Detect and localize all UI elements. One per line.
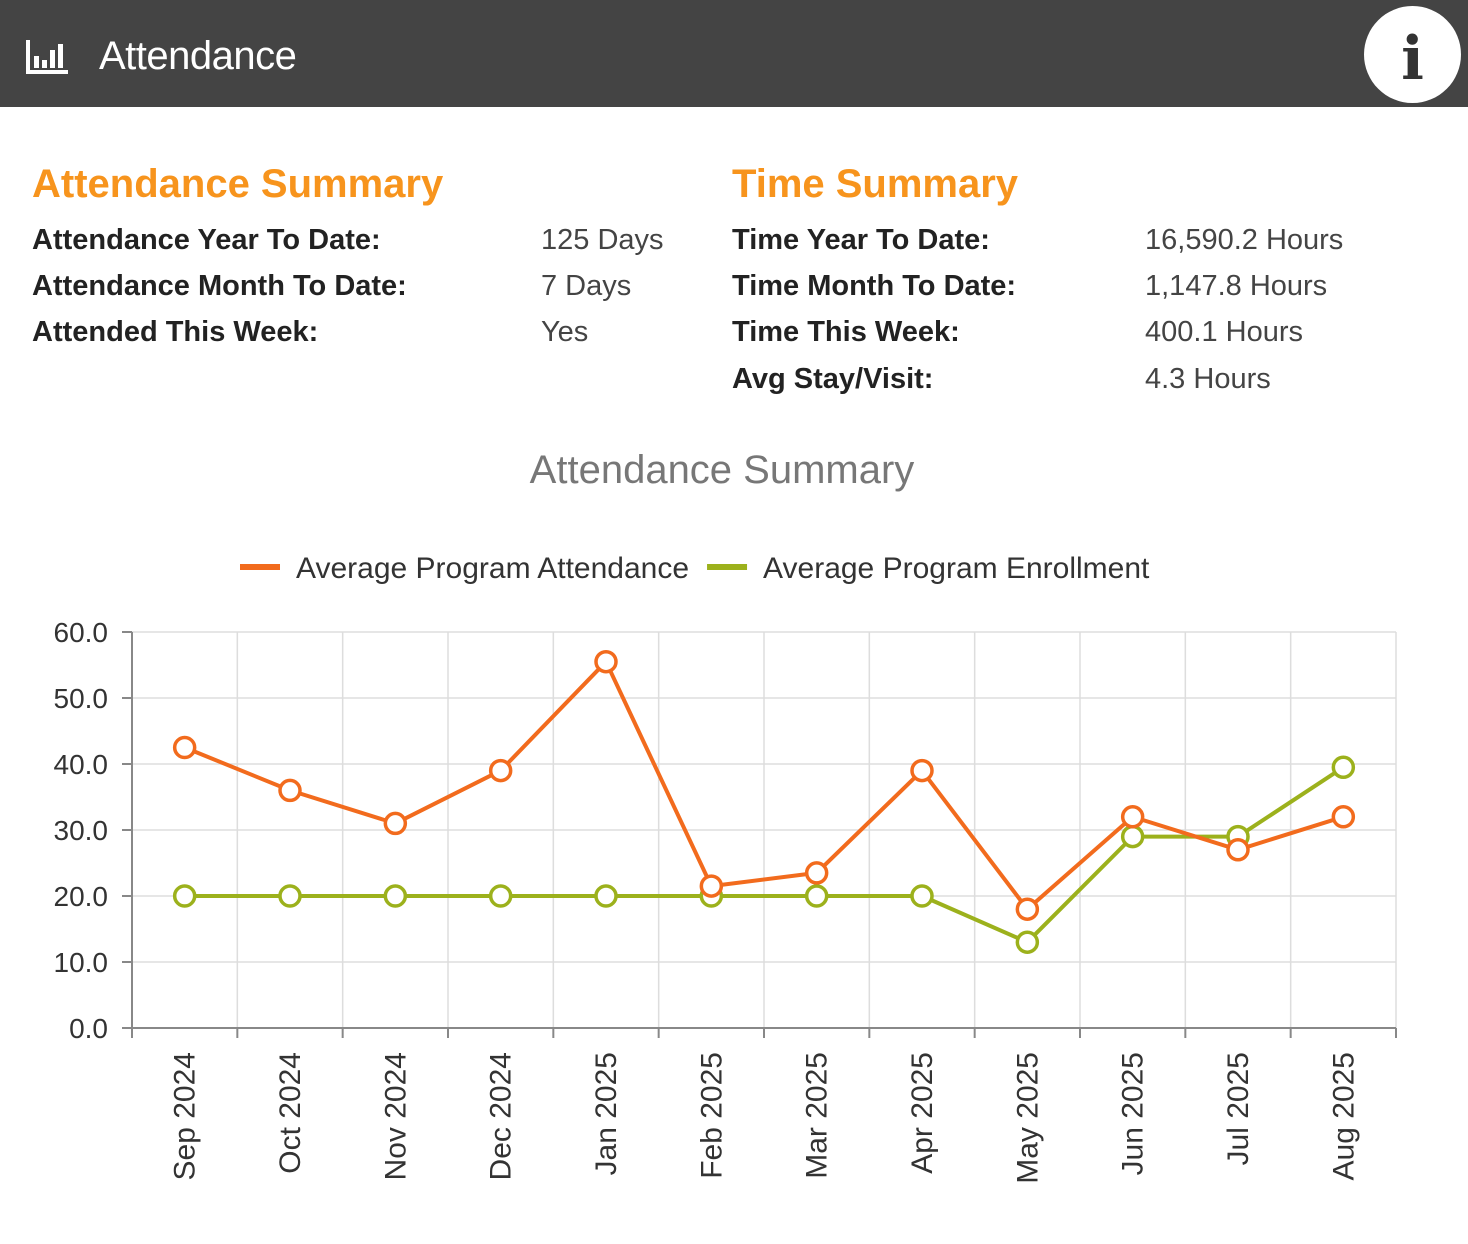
x-tick-label: Apr 2025 (906, 1052, 939, 1174)
data-point (278, 778, 302, 803)
info-button[interactable]: i (1364, 6, 1461, 103)
time-ytd-label: Time Year To Date: (732, 224, 990, 256)
attended-this-week-value: Yes (541, 316, 589, 348)
data-point (278, 884, 302, 908)
data-point (1015, 930, 1040, 954)
data-point (594, 649, 618, 674)
legend-label: Average Program Attendance (296, 552, 689, 585)
y-tick-label: 40.0 (54, 749, 109, 780)
info-icon: i (1401, 24, 1424, 94)
data-point (1331, 755, 1356, 780)
time-mtd-label: Time Month To Date: (732, 270, 1017, 302)
time-ytd-value: 16,590.2 Hours (1145, 224, 1344, 256)
data-point (383, 811, 408, 836)
avg-stay-value: 4.3 Hours (1145, 363, 1271, 395)
x-tick-label: Jul 2025 (1222, 1052, 1255, 1165)
data-point (804, 861, 829, 885)
x-tick-label: Dec 2024 (485, 1052, 518, 1180)
series-line (183, 659, 1344, 912)
svg-text:i: i (1401, 24, 1424, 94)
attendance-mtd-label: Attendance Month To Date: (32, 270, 407, 302)
avg-stay-label: Avg Stay/Visit: (732, 363, 934, 395)
y-tick-label: 20.0 (54, 881, 109, 912)
data-point (1120, 824, 1145, 849)
data-point (172, 884, 197, 908)
header-title: Attendance (99, 34, 297, 78)
attended-this-week-label: Attended This Week: (32, 316, 319, 348)
bar-chart-icon (26, 40, 68, 74)
time-summary-title: Time Summary (732, 162, 1019, 206)
attendance-mtd-value: 7 Days (541, 270, 632, 302)
y-tick-label: 50.0 (54, 683, 109, 714)
chart-title: Attendance Summary (529, 448, 915, 492)
x-tick-label: Nov 2024 (379, 1052, 412, 1180)
attendance-ytd-label: Attendance Year To Date: (32, 224, 381, 256)
x-tick-label: May 2025 (1011, 1052, 1044, 1184)
data-point (488, 884, 513, 908)
attendance-line-chart: 0.0 10.0 20.0 30.0 40.0 50.0 60.0 Sep 2024 Oct 2… (54, 552, 1397, 1184)
data-point (1120, 805, 1145, 829)
y-tick-label: 60.0 (54, 617, 109, 648)
x-tick-label: Mar 2025 (801, 1052, 834, 1179)
data-point (804, 884, 829, 908)
x-tick-label: Jun 2025 (1117, 1052, 1150, 1175)
x-tick-label: Jan 2025 (590, 1052, 623, 1175)
legend-label: Average Program Enrollment (763, 552, 1150, 585)
y-tick-label: 0.0 (69, 1013, 108, 1044)
data-point (910, 884, 934, 908)
x-tick-label: Sep 2024 (169, 1052, 202, 1180)
data-point (699, 874, 724, 898)
x-tick-label: Aug 2025 (1327, 1052, 1360, 1180)
x-tick-label: Feb 2025 (695, 1052, 728, 1179)
attendance-ytd-value: 125 Days (541, 224, 664, 256)
data-point (488, 758, 513, 783)
y-tick-label: 30.0 (54, 815, 109, 846)
data-point (383, 884, 408, 908)
header-bar: Attendance i (0, 0, 1468, 107)
y-tick-label: 10.0 (54, 947, 109, 978)
data-point (1226, 838, 1250, 862)
data-point (910, 758, 934, 783)
time-this-week-value: 400.1 Hours (1145, 316, 1303, 348)
series-line (184, 765, 1345, 945)
data-point (172, 735, 197, 760)
time-mtd-value: 1,147.8 Hours (1145, 270, 1328, 302)
data-point (1331, 805, 1356, 829)
time-this-week-label: Time This Week: (732, 316, 960, 348)
x-tick-label: Oct 2024 (274, 1052, 307, 1174)
data-point (594, 884, 618, 908)
data-point (1015, 897, 1040, 921)
attendance-summary-title: Attendance Summary (32, 162, 444, 206)
